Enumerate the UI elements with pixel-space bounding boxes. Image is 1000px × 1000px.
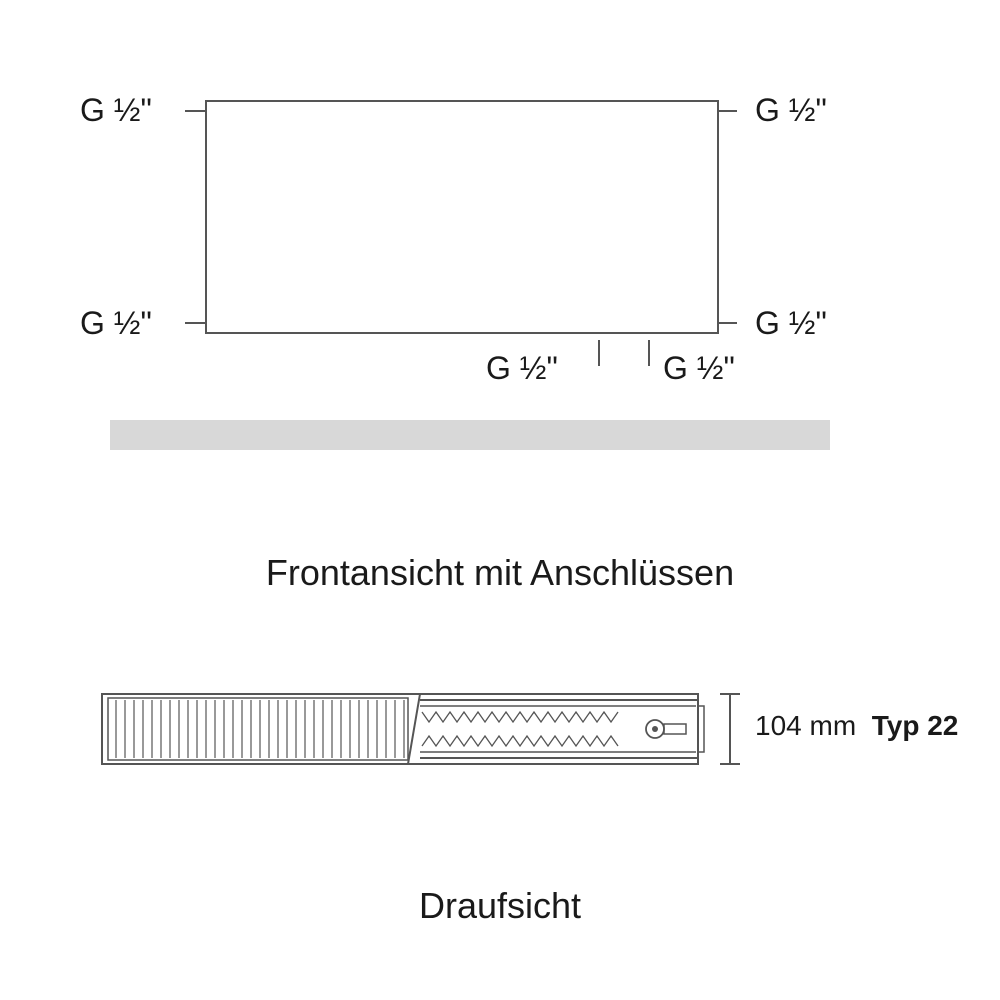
front-view: G ½" G ½" G ½" G ½" G ½" G ½" [0, 100, 1000, 450]
connection-label-bottom-center-2: G ½" [663, 350, 735, 387]
depth-value: 104 mm [755, 710, 856, 741]
vtick-bottom-1 [598, 340, 600, 366]
radiator-front-rectangle [205, 100, 719, 334]
floor-bar [110, 420, 830, 450]
connection-label-top-left: G ½" [80, 92, 152, 129]
tick-top-left [185, 110, 205, 112]
top-view: 104 mm Typ 22 [0, 660, 1000, 820]
connection-label-bottom-left: G ½" [80, 305, 152, 342]
top-view-caption: Draufsicht [0, 885, 1000, 927]
connection-label-bottom-center-1: G ½" [486, 350, 558, 387]
tick-bottom-left [185, 322, 205, 324]
front-view-caption: Frontansicht mit Anschlüssen [0, 552, 1000, 594]
type-label: Typ 22 [872, 710, 959, 741]
tick-bottom-right [717, 322, 737, 324]
vtick-bottom-2 [648, 340, 650, 366]
diagram-container: G ½" G ½" G ½" G ½" G ½" G ½" Frontansic… [0, 0, 1000, 1000]
tick-top-right [717, 110, 737, 112]
connection-label-bottom-right: G ½" [755, 305, 827, 342]
connection-label-top-right: G ½" [755, 92, 827, 129]
depth-dimension-label: 104 mm Typ 22 [755, 710, 958, 742]
top-view-svg [100, 680, 740, 780]
